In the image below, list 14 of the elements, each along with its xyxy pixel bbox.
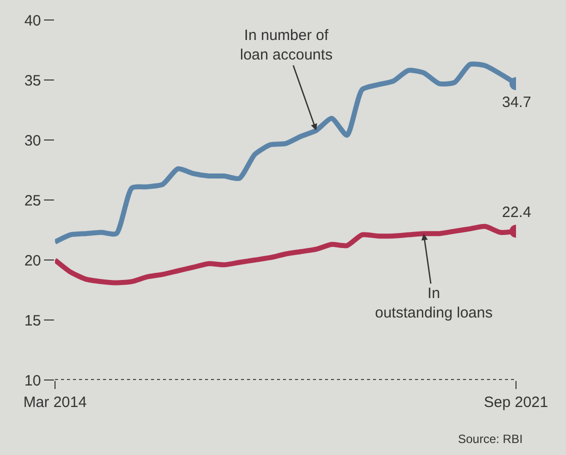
y-tick-label: 15 xyxy=(24,312,41,330)
data-label: 34.7 xyxy=(502,94,532,111)
source-note: Source: RBI xyxy=(458,432,523,446)
y-tick-label: 25 xyxy=(24,192,41,210)
x-tick-label: Sep 2021 xyxy=(484,394,548,411)
y-tick-label: 10 xyxy=(24,372,41,390)
y-tick-label: 35 xyxy=(24,72,41,90)
x-tick-label: Mar 2014 xyxy=(23,394,87,411)
y-tick-label: 30 xyxy=(24,132,41,150)
data-label: 22.4 xyxy=(502,204,532,221)
text: In number of loan accounts xyxy=(240,27,333,64)
text: In outstanding loans xyxy=(375,285,493,322)
y-tick-label: 20 xyxy=(24,252,41,270)
y-tick-label: 40 xyxy=(24,12,41,30)
